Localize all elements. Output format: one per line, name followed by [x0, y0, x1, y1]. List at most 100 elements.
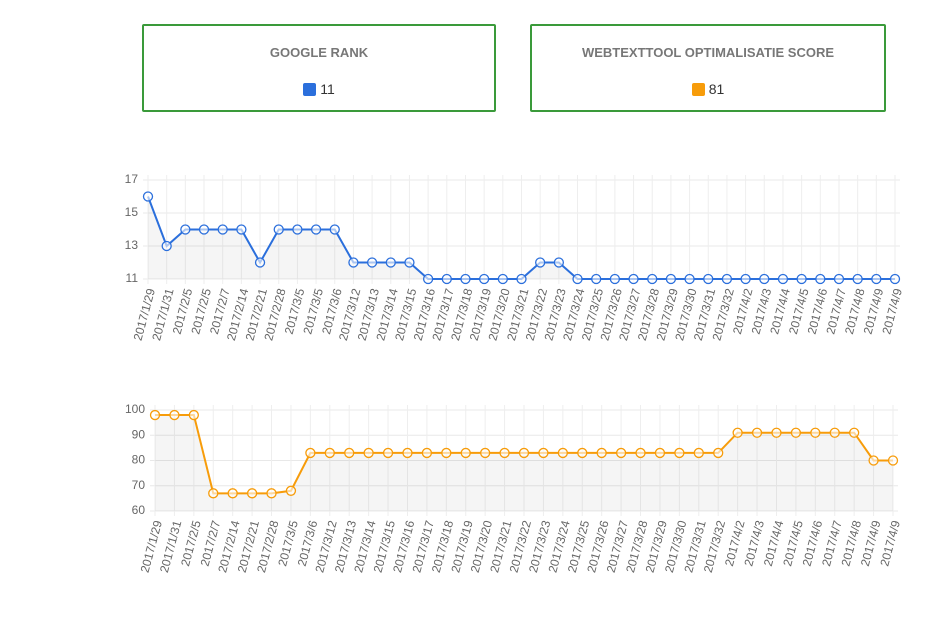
point — [460, 273, 471, 285]
y-tick-label: 17 — [125, 172, 139, 186]
point — [829, 427, 840, 438]
point — [499, 447, 510, 459]
point — [169, 409, 180, 421]
area — [148, 196, 895, 279]
y-tick-label: 60 — [132, 503, 146, 517]
point — [684, 273, 695, 285]
point — [422, 273, 434, 285]
point — [553, 257, 564, 268]
point — [609, 273, 621, 285]
point — [305, 447, 316, 459]
point — [535, 257, 546, 268]
card-legend: 81 — [532, 81, 884, 97]
point — [887, 455, 899, 466]
area — [155, 415, 893, 511]
point — [628, 273, 639, 285]
point — [273, 224, 284, 235]
point — [518, 447, 530, 459]
point — [266, 488, 277, 499]
point — [441, 447, 452, 459]
point — [382, 447, 394, 459]
point — [292, 224, 303, 235]
card-value: 11 — [320, 81, 335, 97]
point — [577, 447, 588, 459]
point — [538, 447, 549, 459]
point — [833, 273, 845, 285]
point — [771, 427, 782, 438]
legend-swatch — [691, 83, 705, 96]
point — [402, 447, 413, 459]
point — [460, 447, 471, 459]
point — [591, 273, 602, 285]
point — [647, 273, 658, 285]
point — [693, 447, 704, 459]
point — [751, 427, 763, 438]
point — [142, 191, 154, 202]
point — [703, 273, 714, 285]
y-tick-label: 13 — [125, 238, 139, 252]
point — [721, 273, 733, 285]
point — [366, 257, 378, 268]
point — [777, 273, 789, 285]
point — [596, 447, 607, 459]
point — [635, 447, 646, 459]
point — [713, 447, 724, 459]
point — [246, 488, 258, 499]
point — [236, 224, 247, 235]
point — [815, 273, 826, 285]
point — [871, 273, 882, 285]
rank-card: GOOGLE RANK 11 — [142, 24, 496, 112]
point — [217, 224, 228, 235]
point — [180, 224, 191, 235]
point — [254, 257, 266, 268]
point — [557, 447, 568, 459]
point — [208, 488, 219, 499]
y-tick-label: 11 — [126, 271, 139, 285]
point — [889, 273, 901, 285]
legend-swatch — [303, 83, 317, 96]
card-value: 81 — [708, 81, 725, 97]
point — [441, 273, 452, 285]
point — [740, 273, 751, 285]
point — [674, 447, 685, 459]
point — [615, 447, 627, 459]
point — [790, 427, 802, 438]
point — [852, 273, 863, 285]
y-tick-label: 15 — [125, 205, 139, 219]
point — [796, 273, 807, 285]
point — [849, 427, 860, 438]
point — [188, 409, 199, 421]
point — [516, 273, 527, 285]
point — [227, 488, 238, 499]
point — [161, 240, 172, 252]
card-legend: 11 — [144, 81, 494, 97]
point — [198, 224, 210, 235]
point — [329, 224, 340, 235]
card-title: GOOGLE RANK — [269, 45, 369, 60]
point — [310, 224, 322, 235]
point — [344, 447, 355, 459]
point — [149, 409, 161, 421]
point — [363, 447, 374, 459]
y-tick-label: 80 — [132, 453, 146, 467]
point — [868, 455, 879, 466]
point — [421, 447, 433, 459]
score-card: WEBTEXTTOOL OPTIMALISATIE SCORE 81 — [530, 24, 886, 112]
point — [497, 273, 508, 285]
point — [654, 447, 666, 459]
point — [572, 273, 583, 285]
point — [810, 427, 821, 438]
point — [665, 273, 677, 285]
point — [324, 447, 335, 459]
y-tick-label: 100 — [125, 402, 145, 416]
point — [385, 257, 396, 268]
point — [404, 257, 415, 268]
point — [348, 257, 359, 268]
point — [759, 273, 770, 285]
y-tick-label: 90 — [132, 427, 146, 441]
card-title: WEBTEXTTOOL OPTIMALISATIE SCORE — [581, 45, 835, 60]
point — [480, 447, 491, 459]
y-tick-label: 70 — [132, 478, 146, 492]
